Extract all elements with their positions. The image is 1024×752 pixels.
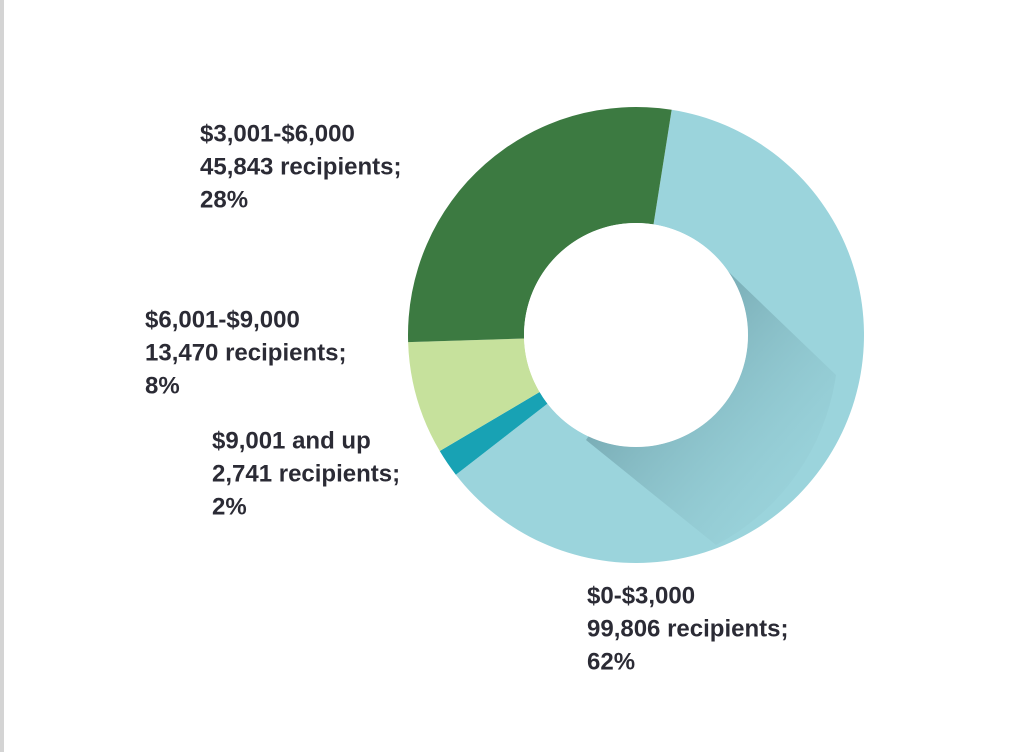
donut-hole (524, 223, 748, 447)
slice-label: $3,001-$6,000 (200, 120, 355, 147)
value-label: 2% (212, 493, 247, 520)
slice-label: $0-$3,000 (587, 582, 695, 609)
slice (408, 107, 672, 343)
slice-label: $6,001-$9,000 (145, 306, 300, 333)
recipient-label: 99,806 recipients; (587, 615, 788, 642)
value-label: 8% (145, 372, 180, 399)
slice (439, 392, 548, 475)
slice-label: $9,001 and up (212, 427, 371, 454)
recipient-label: 13,470 recipients; (145, 339, 346, 366)
value-label: 62% (587, 648, 635, 675)
page-edge (0, 0, 4, 752)
recipient-label: 45,843 recipients; (200, 153, 401, 180)
value-label: 28% (200, 186, 248, 213)
recipient-label: 2,741 recipients; (212, 460, 400, 487)
slice (408, 338, 540, 452)
